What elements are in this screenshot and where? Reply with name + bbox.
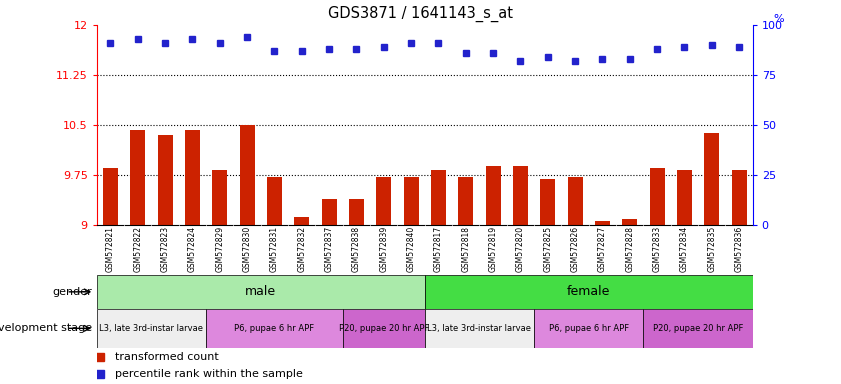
Bar	[595, 221, 610, 225]
Text: GSM572828: GSM572828	[625, 226, 634, 272]
Text: GSM572822: GSM572822	[133, 226, 142, 272]
Text: transformed count: transformed count	[114, 352, 219, 362]
Bar	[425, 275, 753, 309]
Bar	[130, 130, 145, 225]
Text: GSM572831: GSM572831	[270, 226, 279, 272]
Text: female: female	[567, 285, 611, 298]
Bar	[97, 309, 206, 348]
Text: L3, late 3rd-instar larvae: L3, late 3rd-instar larvae	[99, 324, 204, 333]
Text: GSM572830: GSM572830	[242, 226, 251, 272]
Bar	[103, 168, 118, 225]
Text: GSM572824: GSM572824	[188, 226, 197, 272]
Bar	[513, 166, 528, 225]
Bar	[212, 170, 227, 225]
Text: GSM572838: GSM572838	[352, 226, 361, 272]
Text: GSM572825: GSM572825	[543, 226, 553, 272]
Text: GSM572834: GSM572834	[680, 226, 689, 272]
Text: percentile rank within the sample: percentile rank within the sample	[114, 369, 303, 379]
Bar	[534, 309, 643, 348]
Text: GSM572840: GSM572840	[406, 226, 415, 272]
Text: gender: gender	[53, 287, 93, 297]
Text: GSM572817: GSM572817	[434, 226, 443, 272]
Text: P20, pupae 20 hr APF: P20, pupae 20 hr APF	[653, 324, 743, 333]
Text: development stage: development stage	[0, 323, 93, 333]
Bar	[206, 309, 342, 348]
Text: GSM572839: GSM572839	[379, 226, 389, 272]
Bar	[267, 177, 282, 225]
Text: GSM572836: GSM572836	[734, 226, 743, 272]
Bar	[376, 177, 391, 225]
Text: GDS3871 / 1641143_s_at: GDS3871 / 1641143_s_at	[328, 6, 513, 22]
Bar	[185, 130, 200, 225]
Bar	[431, 170, 446, 225]
Bar	[485, 166, 500, 225]
Bar	[349, 199, 364, 225]
Bar	[240, 125, 255, 225]
Bar	[622, 219, 637, 225]
Bar	[404, 177, 419, 225]
Bar	[321, 199, 336, 225]
Bar	[425, 309, 534, 348]
Bar	[157, 135, 172, 225]
Text: GSM572823: GSM572823	[161, 226, 170, 272]
Text: GSM572833: GSM572833	[653, 226, 662, 272]
Text: P6, pupae 6 hr APF: P6, pupae 6 hr APF	[235, 324, 315, 333]
Text: GSM572819: GSM572819	[489, 226, 498, 272]
Bar	[568, 177, 583, 225]
Text: GSM572826: GSM572826	[570, 226, 579, 272]
Text: L3, late 3rd-instar larvae: L3, late 3rd-instar larvae	[427, 324, 532, 333]
Bar	[704, 133, 719, 225]
Bar	[342, 309, 425, 348]
Bar	[649, 168, 664, 225]
Text: GSM572827: GSM572827	[598, 226, 607, 272]
Bar	[677, 170, 692, 225]
Text: GSM572832: GSM572832	[297, 226, 306, 272]
Text: GSM572829: GSM572829	[215, 226, 225, 272]
Text: %: %	[774, 14, 785, 24]
Text: P6, pupae 6 hr APF: P6, pupae 6 hr APF	[548, 324, 629, 333]
Bar	[540, 179, 555, 225]
Bar	[458, 177, 473, 225]
Bar	[732, 170, 747, 225]
Text: GSM572835: GSM572835	[707, 226, 717, 272]
Text: P20, pupae 20 hr APF: P20, pupae 20 hr APF	[339, 324, 429, 333]
Text: GSM572837: GSM572837	[325, 226, 334, 272]
Bar	[97, 275, 425, 309]
Bar	[643, 309, 753, 348]
Bar	[294, 217, 309, 225]
Text: GSM572818: GSM572818	[461, 226, 470, 272]
Text: male: male	[245, 285, 277, 298]
Text: GSM572821: GSM572821	[106, 226, 115, 272]
Text: GSM572820: GSM572820	[516, 226, 525, 272]
